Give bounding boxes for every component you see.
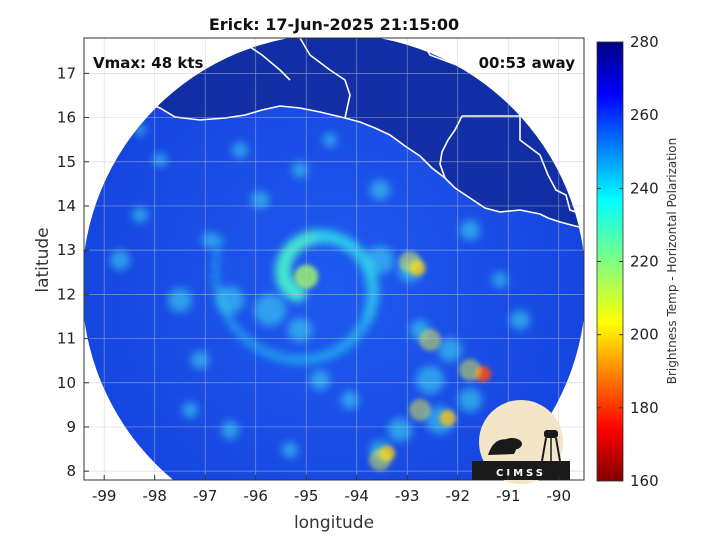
y-tick-label: 12 xyxy=(57,285,76,303)
y-axis-ticks: 17 16 15 14 13 12 11 10 9 8 xyxy=(57,64,89,480)
convective-cell xyxy=(182,402,198,418)
land-region xyxy=(84,38,584,228)
warm-halo xyxy=(399,251,421,273)
colorbar-tick-label: 180 xyxy=(630,399,659,417)
chart-title: Erick: 17-Jun-2025 21:15:00 xyxy=(209,15,459,34)
convective-cell xyxy=(221,421,239,439)
convective-cell xyxy=(438,338,462,362)
grid-lines xyxy=(84,38,584,480)
coastlines xyxy=(84,38,584,229)
y-tick-label: 8 xyxy=(66,462,76,480)
warm-halo xyxy=(369,449,391,471)
convective-cell xyxy=(232,142,248,158)
colorbar-tick-label: 240 xyxy=(630,179,659,197)
warm-halo xyxy=(409,399,431,421)
convective-cell xyxy=(282,442,298,458)
convective-cell xyxy=(341,391,359,409)
y-tick-label: 9 xyxy=(66,418,76,436)
x-tick-label: -99 xyxy=(92,487,117,505)
y-tick-label: 15 xyxy=(57,153,76,171)
plot-area: Vmax: 48 kts 00:53 away CIMSS -99 -98 -97-… xyxy=(57,37,585,505)
cimss-logo: CIMSS xyxy=(472,400,570,484)
convective-cell xyxy=(216,286,244,314)
colorbar-gradient xyxy=(596,41,624,482)
convective-cell xyxy=(370,180,390,200)
x-tick-label: -90 xyxy=(546,487,571,505)
convective-cell xyxy=(323,133,337,147)
spiral-band-cell xyxy=(212,247,222,258)
warm-halo xyxy=(419,329,441,351)
convective-cell xyxy=(492,272,508,288)
warm-halo xyxy=(459,359,481,381)
colorbar-tick-label: 260 xyxy=(630,106,659,124)
convective-cell xyxy=(458,388,482,412)
x-tick-label: -94 xyxy=(344,487,369,505)
x-tick-label: -95 xyxy=(294,487,319,505)
x-tick-label: -96 xyxy=(243,487,268,505)
colorbar: 280 260 240 220 200 180 160 Brightness Temp - … xyxy=(596,33,679,490)
colorbar-tick-label: 220 xyxy=(630,253,659,271)
colorbar-tick-label: 160 xyxy=(630,472,659,490)
convective-cell xyxy=(110,250,130,270)
convective-cell xyxy=(366,246,394,274)
y-tick-label: 14 xyxy=(57,197,76,215)
x-axis-label: longitude xyxy=(294,513,374,533)
convective-cell xyxy=(132,207,148,223)
convective-cell xyxy=(168,288,192,312)
spiral-band-cell xyxy=(281,353,293,365)
y-tick-label: 11 xyxy=(57,330,76,348)
convective-cell xyxy=(388,418,412,442)
colorbar-tick-label: 200 xyxy=(630,326,659,344)
y-tick-label: 17 xyxy=(57,64,76,82)
convective-cell xyxy=(510,310,530,330)
vmax-label: Vmax: 48 kts xyxy=(93,54,203,72)
convective-cell xyxy=(460,220,480,240)
spiral-band-cell xyxy=(290,354,303,366)
x-tick-label: -93 xyxy=(395,487,420,505)
convective-cell xyxy=(416,366,444,394)
colorbar-label: Brightness Temp - Horizontal Polarizatio… xyxy=(665,138,679,385)
x-axis-ticks: -99 -98 -97 -96 -95 -94 -93 -92 -91 -90 xyxy=(92,475,571,505)
y-axis-label: latitude xyxy=(33,227,53,292)
x-tick-label: -91 xyxy=(496,487,521,505)
time-away-label: 00:53 away xyxy=(479,54,576,72)
spiral-band-cell xyxy=(236,330,248,341)
logo-text: CIMSS xyxy=(496,468,546,479)
spiral-band-cell xyxy=(318,350,331,362)
spiral-band-cell xyxy=(262,347,274,359)
spiral-band-cell xyxy=(210,271,221,281)
x-tick-label: -98 xyxy=(142,487,167,505)
spiral-band-cell xyxy=(253,342,264,354)
colorbar-tick-label: 280 xyxy=(630,33,659,51)
convective-cell xyxy=(191,351,209,369)
spiral-band-cell xyxy=(309,352,322,365)
spiral-band-cell xyxy=(212,282,222,293)
y-tick-label: 16 xyxy=(57,109,76,127)
convective-cell xyxy=(254,294,286,326)
x-tick-label: -97 xyxy=(193,487,218,505)
y-tick-label: 13 xyxy=(57,241,76,259)
spiral-band-cell xyxy=(229,322,241,333)
x-tick-label: -92 xyxy=(445,487,470,505)
y-tick-label: 10 xyxy=(57,374,76,392)
spiral-band-cell xyxy=(210,259,221,269)
convective-cell xyxy=(292,162,308,178)
convective-cell xyxy=(310,370,330,390)
feature-convection xyxy=(439,410,456,427)
spiral-band-cell xyxy=(244,337,256,348)
spiral-band-cell xyxy=(271,350,283,362)
convective-cell xyxy=(153,153,167,167)
spiral-band-cell xyxy=(223,313,234,324)
colorbar-ticks: 280 260 240 220 200 180 160 xyxy=(597,33,659,490)
axes-frame xyxy=(83,37,585,481)
convective-cell xyxy=(202,232,218,248)
